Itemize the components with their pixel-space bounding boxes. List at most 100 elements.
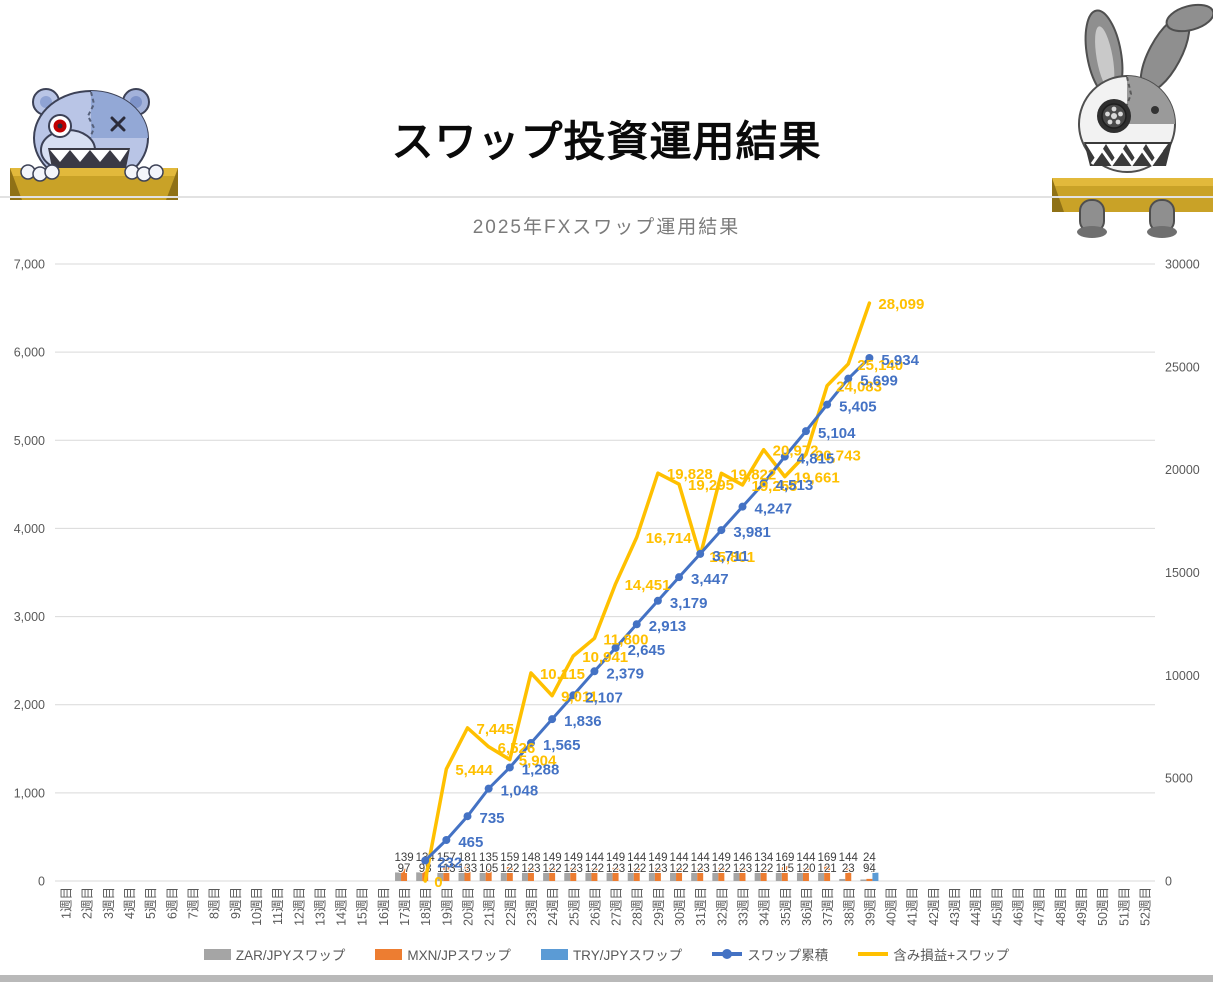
- line-data-label: 14,451: [625, 577, 671, 594]
- bar-ZAR/JPYスワップ: [839, 878, 846, 881]
- line-data-label: 735: [480, 810, 505, 827]
- bar-TRY/JPYスワップ: [872, 872, 879, 881]
- bar-label: 148: [521, 852, 540, 864]
- x-axis-label: 9週目: [229, 887, 243, 919]
- y-axis-left-tick: 1,000: [14, 786, 45, 800]
- legend-label-swap-total: スワップ累積: [747, 948, 829, 963]
- chart-legend: ZAR/JPYスワップ MXN/JPスワップ TRY/JPYスワップ スワップ累…: [0, 944, 1213, 964]
- x-axis-label: 16週目: [377, 887, 391, 926]
- line-data-label: 19,295: [688, 477, 734, 494]
- bar-MXN/JPスワップ: [781, 866, 788, 881]
- line-data-label: 1,836: [564, 713, 602, 730]
- line-data-label: 9,011: [561, 689, 598, 706]
- bar-ZAR/JPYスワップ: [775, 870, 782, 881]
- line-data-label: 3,981: [733, 524, 771, 541]
- y-axis-left-tick: 6,000: [14, 346, 45, 360]
- bar-ZAR/JPYスワップ: [395, 872, 402, 881]
- try-bar-swatch-icon: [540, 948, 568, 960]
- line-data-label: 11,800: [603, 631, 648, 648]
- bar-ZAR/JPYスワップ: [670, 870, 677, 881]
- line-marker: [463, 812, 472, 821]
- x-axis-label: 22週目: [504, 887, 518, 926]
- bar-MXN/JPスワップ: [845, 868, 852, 881]
- line-marker: [484, 784, 493, 793]
- bar-label: 123: [691, 863, 710, 875]
- bar-label: 122: [543, 863, 562, 875]
- line-data-label: 16,714: [646, 530, 693, 547]
- bar-label: 139: [394, 852, 413, 864]
- x-axis-label: 7週目: [187, 887, 201, 919]
- x-axis-label: 41週目: [906, 887, 920, 926]
- legend-item-zar: ZAR/JPYスワップ: [203, 944, 345, 964]
- line-marker: [611, 643, 620, 652]
- legend-item-profit: 含み損益+スワップ: [858, 944, 1009, 964]
- bar-label: 121: [818, 863, 837, 875]
- line-data-label: 20,743: [815, 447, 861, 464]
- bar-ZAR/JPYスワップ: [691, 870, 698, 881]
- rabbit-mascot-drawing: [1052, 3, 1213, 238]
- bar-label: 135: [479, 852, 498, 864]
- bar-ZAR/JPYスワップ: [521, 870, 528, 881]
- x-axis-label: 10週目: [250, 887, 264, 926]
- bar-label: 144: [669, 852, 689, 864]
- legend-item-mxn: MXN/JPスワップ: [375, 944, 511, 964]
- line-data-label: 2,379: [606, 665, 644, 682]
- line-marker: [526, 739, 535, 748]
- bar-label: 159: [500, 852, 519, 864]
- y-axis-left-tick: 2,000: [14, 698, 45, 712]
- line-data-label: 2,107: [585, 689, 623, 706]
- legend-item-try: TRY/JPYスワップ: [540, 944, 682, 964]
- x-axis-label: 17週目: [398, 887, 412, 926]
- x-axis-label: 34週目: [758, 887, 772, 926]
- x-axis-label: 45週目: [990, 887, 1004, 926]
- bar-label: 24: [863, 852, 876, 864]
- bar-label: 23: [842, 863, 855, 875]
- x-axis-label: 35週目: [779, 887, 793, 926]
- bar-label: 94: [863, 863, 876, 875]
- bar-label: 149: [564, 852, 583, 864]
- bar-label: 17: [863, 863, 876, 875]
- x-axis-label: 18週目: [419, 887, 433, 926]
- x-axis-label: 50週目: [1096, 887, 1110, 926]
- bar-ZAR/JPYスワップ: [479, 871, 486, 881]
- line-data-label: 1,048: [501, 783, 539, 800]
- title-divider: [0, 196, 1213, 198]
- x-axis-label: 52週目: [1138, 887, 1152, 926]
- line-data-label: 19,258: [752, 478, 798, 495]
- bar-label: 123: [648, 863, 667, 875]
- bar-MXN/JPスワップ: [718, 867, 725, 881]
- line-data-label: 19,822: [730, 466, 776, 483]
- x-axis-label: 47週目: [1033, 887, 1047, 926]
- bar-MXN/JPスワップ: [401, 868, 408, 881]
- mxn-bar-swatch-icon: [375, 948, 403, 960]
- bar-MXN/JPスワップ: [443, 867, 450, 881]
- bar-ZAR/JPYスワップ: [585, 870, 592, 881]
- x-axis-label: 11週目: [271, 887, 285, 925]
- bar-label: 122: [627, 863, 646, 875]
- y-axis-right-tick: 10000: [1165, 669, 1200, 683]
- x-axis-label: 3週目: [102, 887, 116, 919]
- bar-MXN/JPスワップ: [760, 869, 767, 881]
- line-marker: [759, 479, 768, 488]
- x-axis-label: 32週目: [715, 887, 729, 926]
- bar-ZAR/JPYスワップ: [754, 870, 761, 881]
- line-data-label: 25,140: [857, 357, 903, 374]
- line-marker: [865, 353, 874, 362]
- bar-ZAR/JPYスワップ: [860, 879, 867, 881]
- bar-ZAR/JPYスワップ: [648, 870, 655, 881]
- bar-ZAR/JPYスワップ: [796, 870, 803, 881]
- line-data-label: 4,513: [776, 477, 814, 494]
- bar-label: 123: [606, 863, 625, 875]
- bar-label: 157: [437, 852, 456, 864]
- rabbit-mascot-image: [1052, 2, 1213, 238]
- zar-bar-swatch-icon: [203, 948, 231, 960]
- bar-label: 105: [479, 863, 498, 875]
- line-marker: [590, 667, 599, 676]
- line-marker: [696, 549, 705, 558]
- y-axis-right-tick: 0: [1165, 875, 1172, 889]
- profit-line-swatch-icon: [858, 952, 889, 956]
- horizontal-scrollbar[interactable]: [0, 975, 1213, 982]
- x-axis-label: 36週目: [800, 887, 814, 926]
